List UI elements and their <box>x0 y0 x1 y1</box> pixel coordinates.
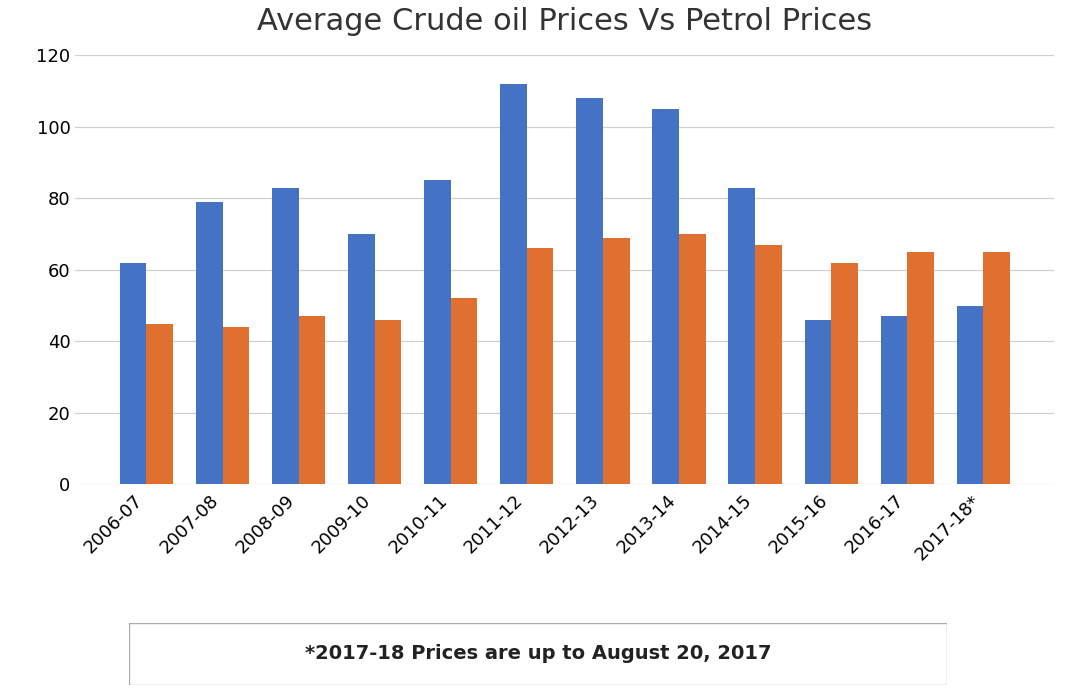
Bar <box>374 320 401 484</box>
Bar <box>348 234 374 484</box>
Bar <box>679 234 706 484</box>
Bar <box>577 98 603 484</box>
Bar <box>831 263 858 484</box>
Bar <box>805 320 831 484</box>
Bar <box>451 298 478 484</box>
Bar <box>500 84 527 484</box>
Bar <box>424 181 451 484</box>
Bar <box>957 306 983 484</box>
Bar <box>728 188 755 484</box>
Bar <box>119 263 146 484</box>
Bar <box>272 188 299 484</box>
Bar <box>527 248 553 484</box>
Bar <box>652 109 679 484</box>
Legend: Average Crude Oil (Indian Basket) Price, Avrg Petrol Price (Delhi): Average Crude Oil (Indian Basket) Price,… <box>213 622 917 655</box>
Bar <box>880 316 907 484</box>
Bar <box>907 252 934 484</box>
Bar <box>223 327 250 484</box>
Bar <box>299 316 325 484</box>
Bar <box>603 238 629 484</box>
FancyBboxPatch shape <box>129 623 947 685</box>
Text: *2017-18 Prices are up to August 20, 2017: *2017-18 Prices are up to August 20, 201… <box>305 644 771 664</box>
Title: Average Crude oil Prices Vs Petrol Prices: Average Crude oil Prices Vs Petrol Price… <box>257 8 873 37</box>
Bar <box>755 245 782 484</box>
Bar <box>146 324 173 484</box>
Bar <box>196 202 223 484</box>
Bar <box>983 252 1010 484</box>
